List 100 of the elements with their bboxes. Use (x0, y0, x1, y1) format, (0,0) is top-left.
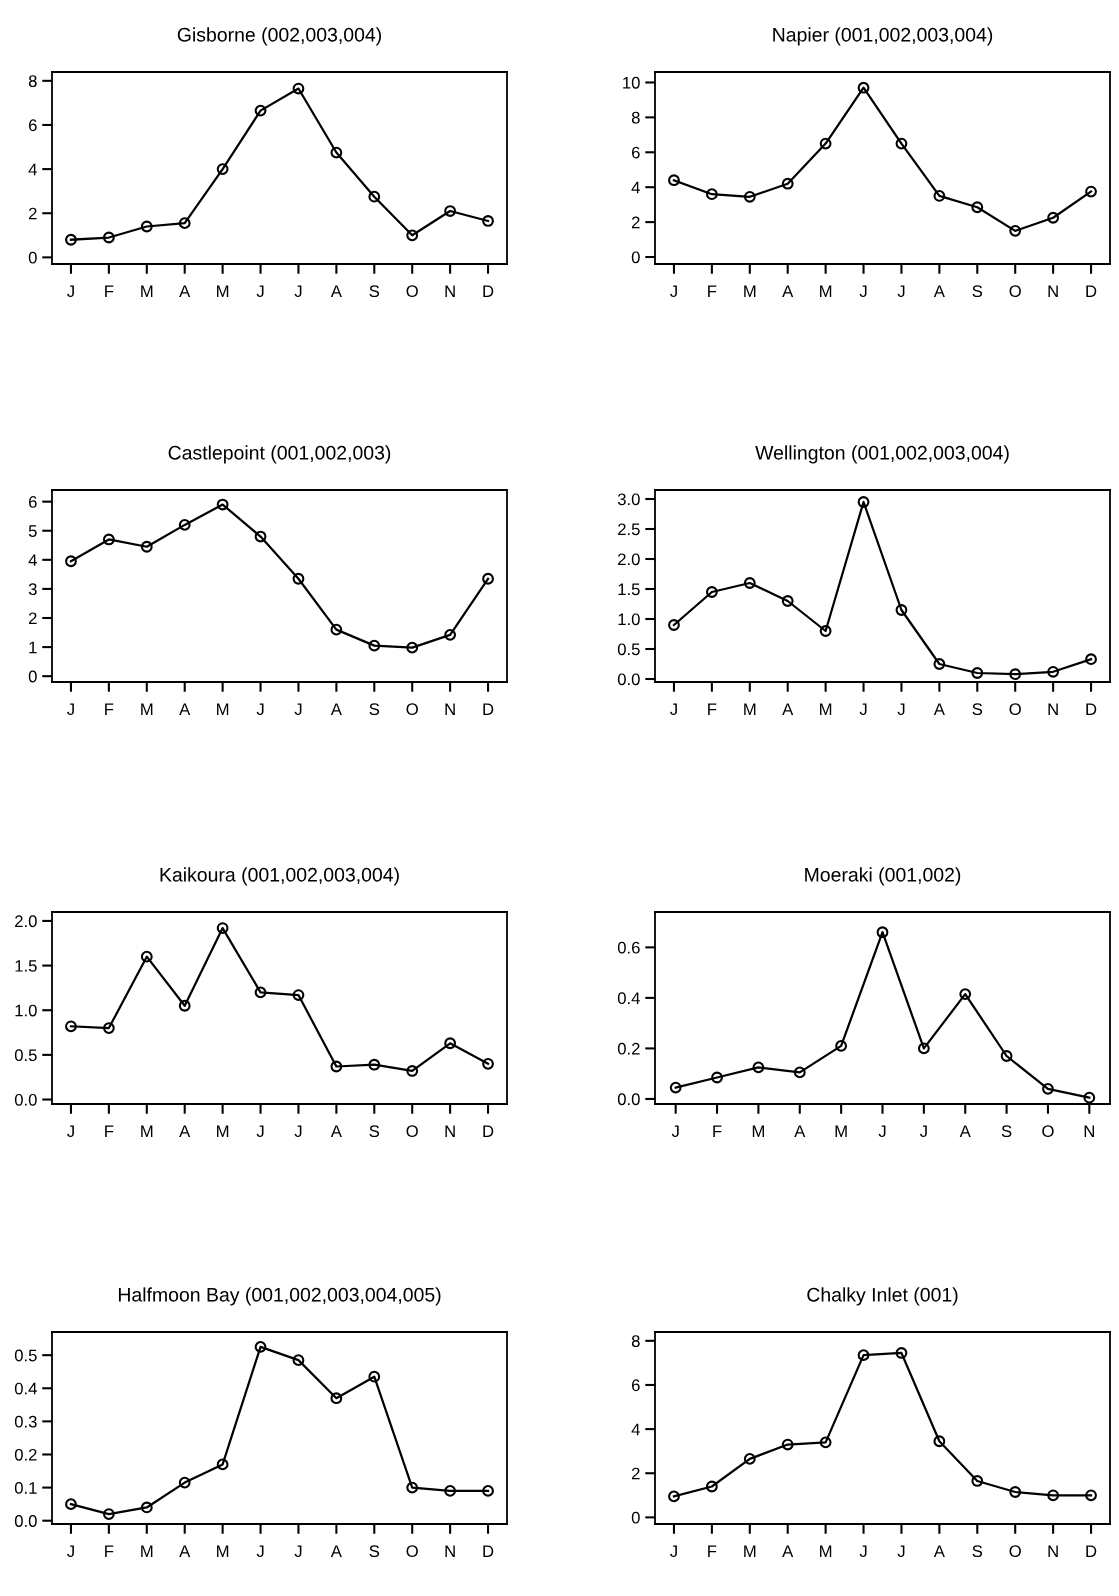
y-tick-label: 0.1 (14, 1481, 37, 1494)
x-tick-label: J (256, 285, 264, 298)
y-tick-label: 2.5 (618, 523, 640, 536)
chart-title: Chalky Inlet (001) (807, 1287, 958, 1306)
x-tick-label: J (897, 703, 905, 716)
y-tick-label: 8 (28, 75, 37, 88)
x-tick-label: M (820, 703, 832, 715)
y-tick-label: 1.5 (618, 583, 640, 596)
x-tick-label: J (67, 703, 74, 716)
point (292, 82, 305, 95)
y-tick-label: 6 (28, 496, 37, 508)
chart-title: Napier (001,002,003,004) (773, 27, 993, 46)
point (835, 1039, 848, 1052)
x-tick-label: J (859, 1545, 867, 1558)
x-tick-label: A (959, 1125, 971, 1137)
y-tick-label: 10 (623, 76, 640, 89)
x-tick-label: O (1009, 285, 1021, 298)
point (857, 81, 870, 94)
x-tick-label: M (141, 1125, 153, 1137)
y-tick-label: 2.0 (618, 553, 640, 566)
x-tick-label: J (919, 1125, 927, 1138)
x-tick-label: O (1042, 1125, 1054, 1138)
y-tick-label: 8 (631, 111, 640, 124)
point (140, 220, 153, 233)
x-tick-label: F (708, 703, 717, 715)
point (330, 1060, 343, 1073)
point (368, 639, 381, 652)
point (1083, 1091, 1096, 1104)
x-tick-label: A (782, 285, 794, 297)
x-tick-label: M (835, 1125, 847, 1137)
point (781, 595, 794, 607)
point (330, 146, 343, 159)
y-tick-label: 2 (28, 207, 37, 220)
x-tick-label: A (330, 1125, 342, 1137)
x-tick-label: A (179, 1545, 191, 1557)
x-tick-label: S (369, 285, 380, 298)
point (330, 1392, 343, 1405)
x-tick-label: D (483, 703, 494, 715)
x-tick-label: J (67, 1545, 74, 1558)
x-tick-label: M (820, 285, 832, 297)
y-tick-label: 2 (631, 216, 640, 229)
point (705, 1480, 718, 1493)
point (102, 533, 115, 546)
x-tick-label: M (217, 285, 229, 297)
x-tick-label: S (972, 1545, 983, 1558)
point (406, 1065, 419, 1077)
x-tick-label: F (105, 285, 114, 297)
x-tick-label: N (445, 703, 455, 715)
x-tick-label: M (141, 703, 153, 715)
y-tick-label: 1.5 (15, 960, 37, 972)
x-tick-label: A (933, 285, 945, 297)
point (482, 572, 494, 585)
y-tick-label: 6 (28, 119, 37, 132)
point (1047, 1489, 1060, 1502)
point (781, 1438, 794, 1451)
y-tick-label: 3 (28, 583, 37, 596)
point (216, 922, 229, 934)
point (406, 229, 419, 242)
point (178, 999, 191, 1012)
point (876, 926, 889, 939)
x-tick-label: S (369, 1545, 380, 1558)
point (102, 1022, 115, 1034)
point (711, 1071, 723, 1084)
x-tick-label: N (445, 285, 455, 297)
x-tick-label: F (105, 1125, 114, 1137)
x-tick-label: M (744, 1545, 756, 1557)
point (216, 1458, 229, 1471)
x-tick-label: O (406, 1545, 418, 1558)
x-tick-label: J (671, 1125, 679, 1138)
x-tick-label: N (1084, 1125, 1094, 1137)
x-tick-label: O (406, 285, 418, 298)
point (1085, 653, 1097, 666)
point (971, 1475, 984, 1487)
x-tick-label: M (141, 1545, 153, 1557)
point (668, 174, 680, 187)
point (752, 1061, 765, 1074)
x-tick-label: O (1009, 703, 1021, 716)
x-tick-label: F (713, 1125, 722, 1137)
y-tick-label: 0 (28, 251, 37, 264)
y-tick-label: 2 (28, 612, 37, 625)
x-tick-label: F (105, 703, 114, 715)
x-tick-label: A (330, 1545, 342, 1557)
y-tick-label: 6 (631, 146, 640, 159)
point (959, 988, 972, 1001)
x-tick-label: M (141, 285, 153, 297)
y-tick-label: 1 (29, 641, 37, 654)
x-tick-label: M (744, 703, 756, 715)
point (971, 201, 984, 214)
point (705, 586, 718, 598)
point (444, 628, 457, 641)
point (254, 530, 267, 543)
x-tick-label: A (782, 1545, 794, 1557)
x-tick-label: A (782, 703, 794, 715)
y-tick-label: 6 (631, 1379, 640, 1392)
y-tick-label: 4 (28, 554, 37, 566)
x-tick-label: N (1048, 1545, 1058, 1557)
x-tick-label: A (179, 285, 191, 297)
chart-title: Gisborne (002,003,004) (177, 27, 381, 46)
x-tick-label: J (256, 1125, 264, 1138)
point (819, 625, 832, 637)
